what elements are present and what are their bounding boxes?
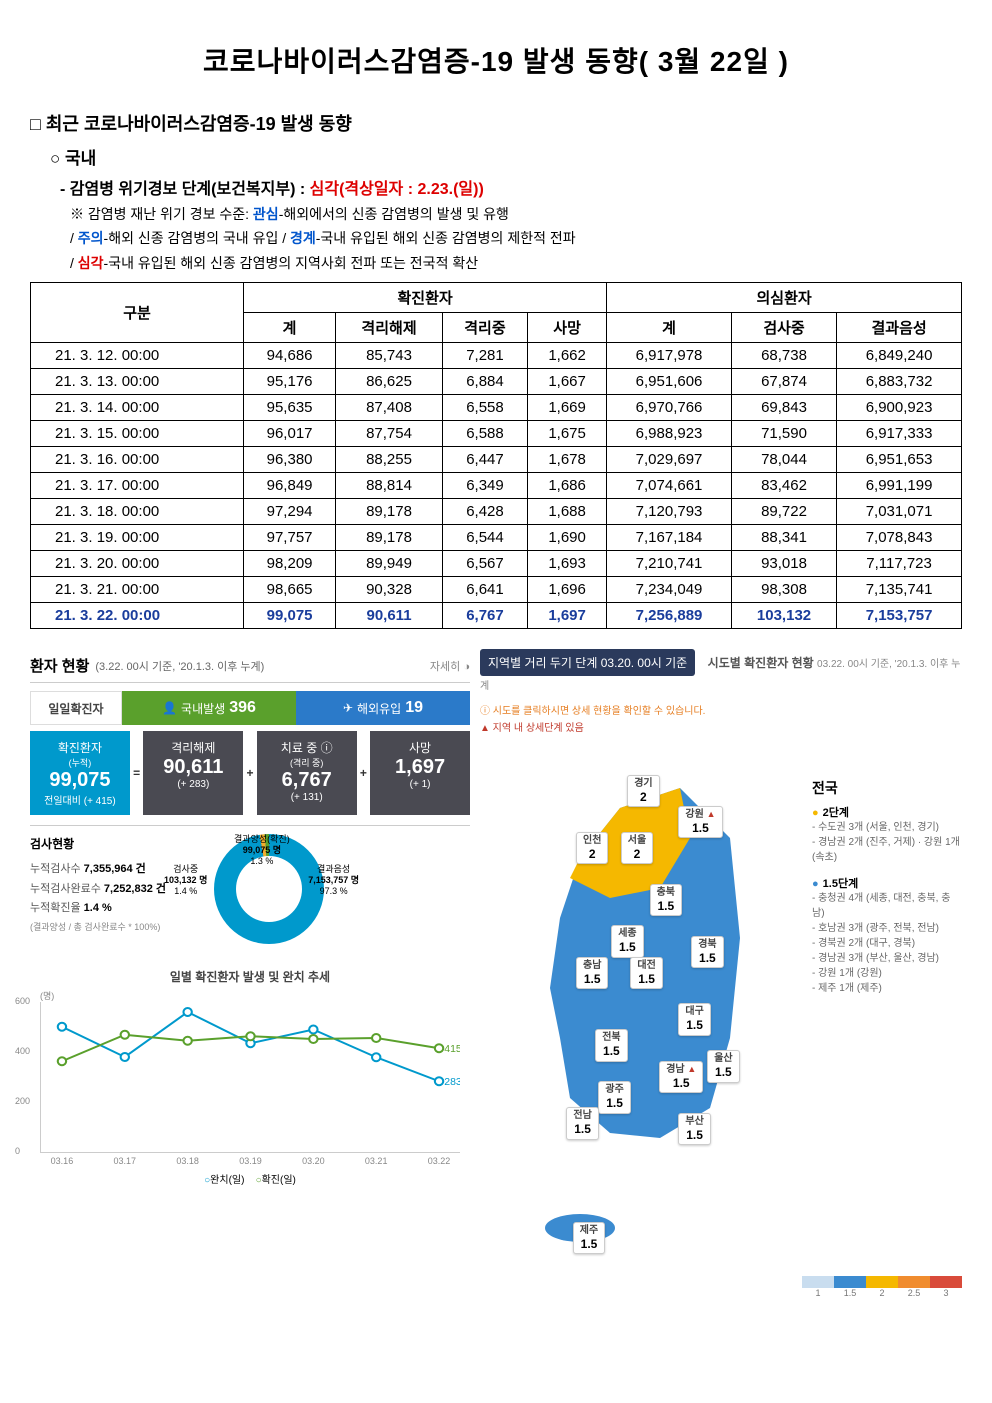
region-badge[interactable]: 제주1.5 [573, 1222, 605, 1254]
region-badge[interactable]: 강원 ▲1.5 [678, 806, 722, 838]
status-panel: 환자 현황 (3.22. 00시 기준, '20.1.3. 이후 누계) 자세히… [30, 649, 470, 1298]
th-sub: 사망 [528, 313, 607, 343]
region-badge[interactable]: 충북1.5 [650, 884, 682, 916]
table-row: 21. 3. 15. 00:0096,01787,7546,5881,6756,… [31, 421, 962, 447]
domestic-label: ○ 국내 [50, 144, 962, 169]
map-note: ⓘ 시도를 클릭하시면 상세 현황을 확인할 수 있습니다. [480, 702, 962, 717]
svg-text:415: 415 [444, 1045, 460, 1056]
map-panel: 지역별 거리 두기 단계 03.20. 00시 기준 시도별 확진환자 현황 0… [480, 649, 962, 1298]
alert-legend-1: ※ 감염병 재난 위기 경보 수준: 관심-해외에서의 신종 감염병의 발생 및… [70, 203, 962, 225]
stat-box: 확진환자(누적)99,075전일대비 (+ 415) [30, 731, 130, 815]
region-badge[interactable]: 대전1.5 [630, 957, 662, 989]
table-row: 21. 3. 12. 00:0094,68685,7437,2811,6626,… [31, 343, 962, 369]
daily-domestic: 👤 국내발생 396 [122, 691, 296, 725]
page-title: 코로나바이러스감염증-19 발생 동향( 3월 22일 ) [30, 40, 962, 80]
donut-chart: 결과양성(확진)99,075 명1.3 % 검사중103,132 명1.4 % … [174, 834, 334, 954]
th-sub: 격리해제 [336, 313, 443, 343]
th-gubun: 구분 [31, 283, 244, 343]
th-suspect: 의심환자 [607, 283, 962, 313]
region-badge[interactable]: 전북1.5 [595, 1029, 627, 1061]
alert-level-line: - 감염병 위기경보 단계(보건복지부) : 심각(격상일자 : 2.23.(일… [60, 175, 962, 199]
distancing-title: 지역별 거리 두기 단계 03.20. 00시 기준 [480, 649, 695, 676]
region-badge[interactable]: 대구1.5 [678, 1003, 710, 1035]
region-badge[interactable]: 경기2 [627, 775, 659, 807]
region-badge[interactable]: 경북1.5 [691, 936, 723, 968]
status-sub: (3.22. 00시 기준, '20.1.3. 이후 누계) [95, 658, 264, 674]
table-row: 21. 3. 21. 00:0098,66590,3286,6411,6967,… [31, 577, 962, 603]
region-badge[interactable]: 충남1.5 [576, 957, 608, 989]
th-sub: 계 [607, 313, 732, 343]
th-sub: 격리중 [442, 313, 527, 343]
region-badge[interactable]: 경남 ▲1.5 [659, 1061, 703, 1093]
table-row: 21. 3. 18. 00:0097,29489,1786,4281,6887,… [31, 499, 962, 525]
th-confirmed: 확진환자 [244, 283, 607, 313]
region-badge[interactable]: 세종1.5 [611, 925, 643, 957]
th-sub: 계 [244, 313, 336, 343]
daily-imported: ✈ 해외유입 19 [296, 691, 470, 725]
region-badge[interactable]: 울산1.5 [707, 1050, 739, 1082]
table-row: 21. 3. 20. 00:0098,20989,9496,5671,6937,… [31, 551, 962, 577]
section-heading: □ 최근 코로나바이러스감염증-19 발생 동향 [30, 110, 962, 136]
region-badge[interactable]: 서울2 [621, 832, 653, 864]
table-row: 21. 3. 14. 00:0095,63587,4086,5581,6696,… [31, 395, 962, 421]
svg-text:283: 283 [444, 1078, 460, 1089]
test-stats: 검사현황 누적검사수 7,355,964 건누적검사완료수 7,252,832 … [30, 834, 166, 954]
th-sub: 결과음성 [837, 313, 962, 343]
main-table: 구분 확진환자 의심환자 계격리해제격리중사망계검사중결과음성 21. 3. 1… [30, 282, 962, 629]
daily-label: 일일확진자 [30, 691, 122, 725]
table-row: 21. 3. 16. 00:0096,38088,2556,4471,6787,… [31, 447, 962, 473]
map-note2: ▲ 지역 내 상세단계 있음 [480, 719, 962, 734]
table-row: 21. 3. 22. 00:0099,07590,6116,7671,6977,… [31, 603, 962, 629]
alert-legend-2: / 주의-해외 신종 감염병의 국내 유입 / 경계-국내 유입된 해외 신종 … [70, 227, 962, 249]
table-row: 21. 3. 19. 00:0097,75789,1786,5441,6907,… [31, 525, 962, 551]
map-legend: 전국 2단계 - 수도권 3개 (서울, 인천, 경기)- 경남권 2개 (진주… [812, 778, 962, 996]
region-badge[interactable]: 전남1.5 [566, 1107, 598, 1139]
trend-title: 일별 확진환자 발생 및 완치 추세 [30, 968, 470, 985]
region-badge[interactable]: 광주1.5 [598, 1081, 630, 1113]
alert-legend-3: / 심각-국내 유입된 해외 신종 감염병의 지역사회 전파 또는 전국적 확산 [70, 252, 962, 274]
trend-legend: ○완치(일) ○확진(일) [30, 1171, 470, 1186]
trend-chart: 283415 020040060003.1603.1703.1803.1903.… [40, 1002, 460, 1153]
th-sub: 검사중 [731, 313, 836, 343]
table-row: 21. 3. 17. 00:0096,84988,8146,3491,6867,… [31, 473, 962, 499]
stat-box: 사망1,697(+ 1) [370, 731, 470, 815]
status-title: 환자 현황 [30, 655, 89, 676]
stat-box: 격리해제90,611(+ 283) [143, 731, 243, 815]
stat-box: 치료 중 ⓘ(격리 중)6,767(+ 131) [257, 731, 357, 815]
table-row: 21. 3. 13. 00:0095,17686,6256,8841,6676,… [31, 369, 962, 395]
color-scale: 11.522.53 [802, 1276, 962, 1298]
status-detail-link[interactable]: 자세히 ◑ [430, 658, 470, 674]
region-badge[interactable]: 인천2 [576, 832, 608, 864]
region-badge[interactable]: 부산1.5 [678, 1113, 710, 1145]
